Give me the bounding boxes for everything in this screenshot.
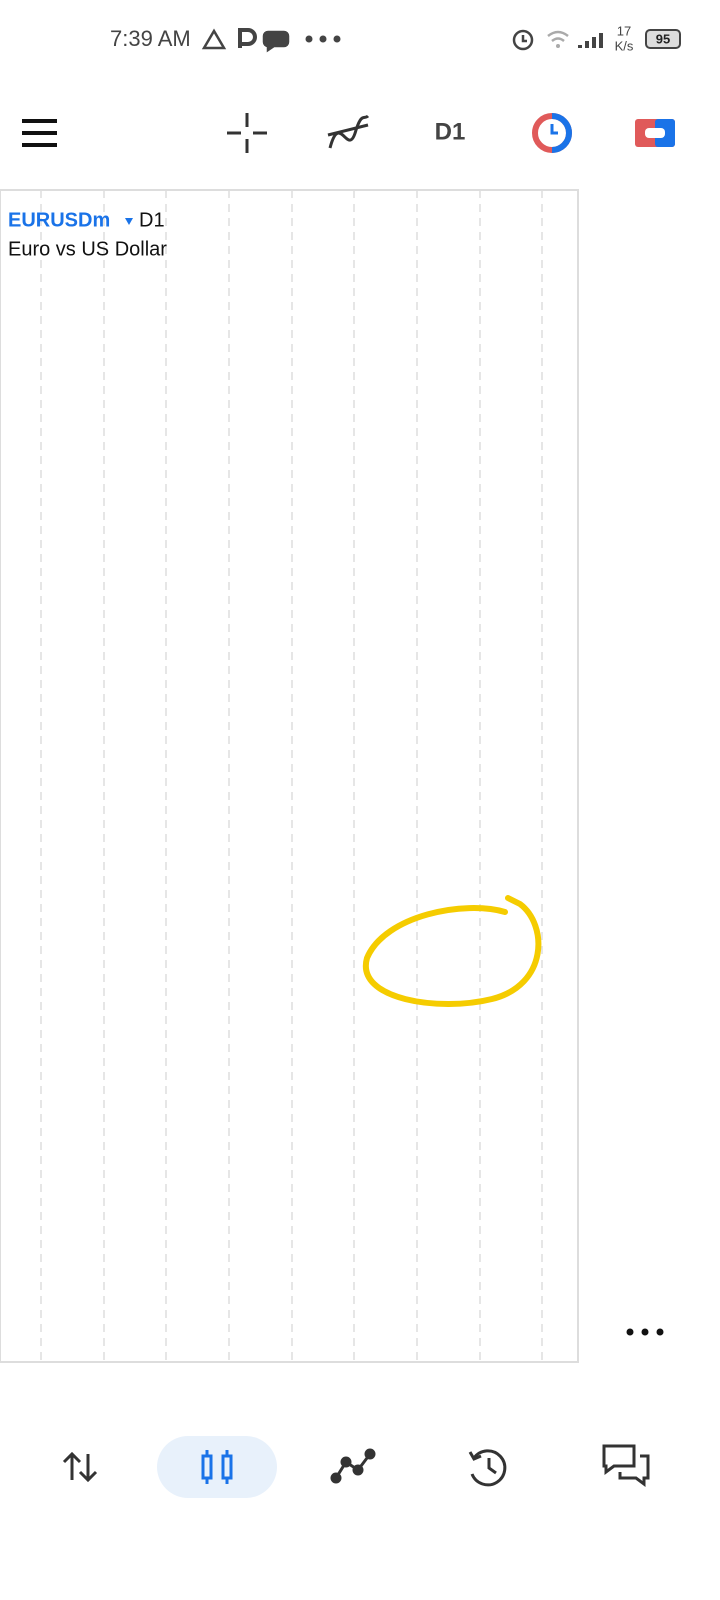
status-icons [201,28,603,53]
chart-frame [0,189,579,1363]
symbol[interactable]: EURUSDm [8,209,110,231]
indicators-button[interactable] [327,114,370,149]
timeframe-button[interactable]: D1 [435,118,466,145]
messages-icon [602,1444,650,1487]
status-speed: 17 [617,23,631,38]
menu-button[interactable] [22,119,57,147]
status-time: 7:39 AM [110,26,191,51]
history-icon [468,1449,507,1487]
battery [645,29,681,49]
more-button[interactable] [626,1328,664,1336]
status-speed-unit: K/s [615,38,634,53]
crosshair-button[interactable] [227,113,267,153]
active-tab-pill [157,1436,277,1498]
objects-button[interactable] [532,113,572,153]
charts-icon [201,1450,233,1484]
trade-icon [330,1448,376,1484]
quotes-icon [62,1451,98,1483]
battery-level: 95 [656,31,670,46]
chart-timeframe: D1 [139,209,165,231]
trade-button[interactable] [635,119,675,147]
annotation-circle [362,895,542,1007]
symbol-dropdown[interactable] [125,218,133,225]
symbol-description: Euro vs US Dollar [8,238,167,260]
